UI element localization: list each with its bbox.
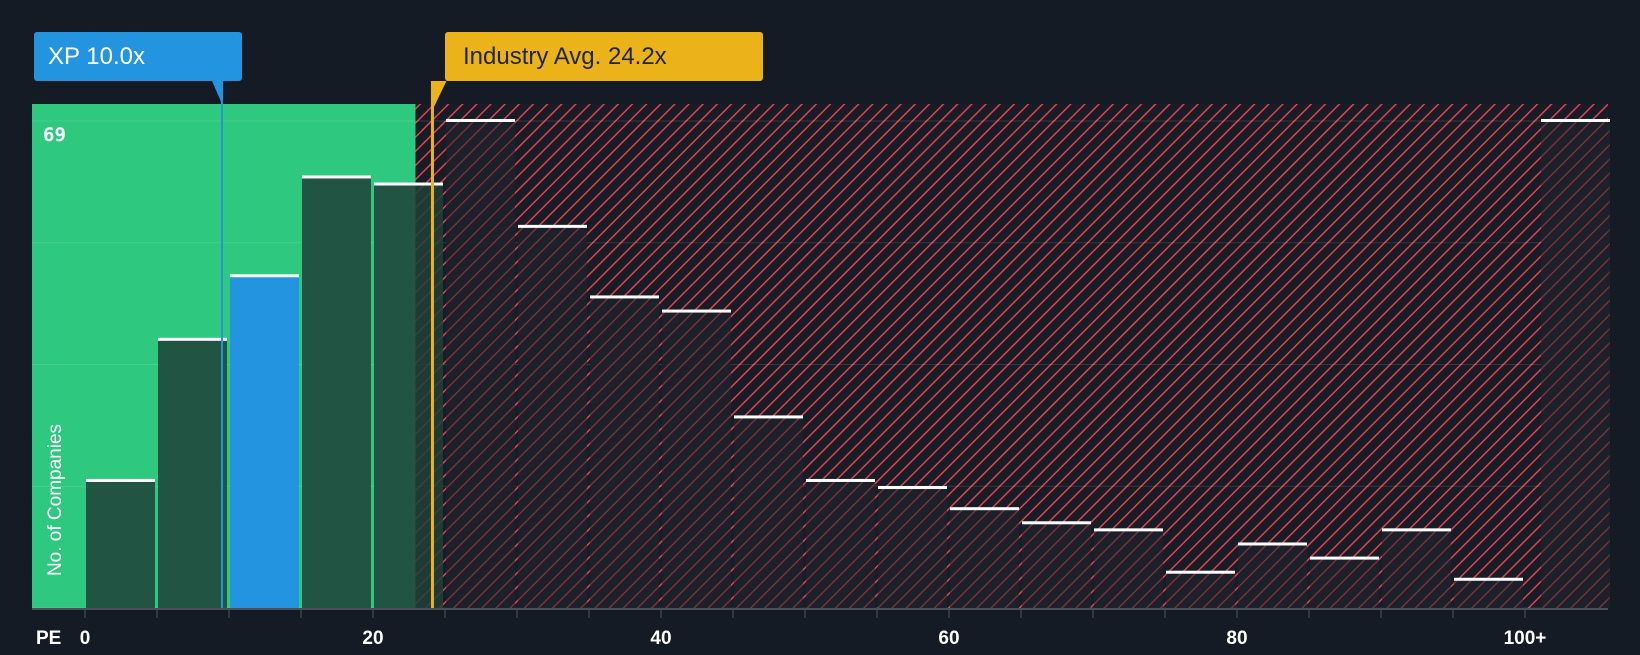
bar-top-marker: [1094, 528, 1163, 532]
histogram-bar: [518, 226, 587, 608]
bar-top-marker: [302, 175, 371, 179]
histogram-bar: [734, 417, 803, 608]
x-tick-label: 100+: [1503, 628, 1547, 649]
industry-avg-callout: Industry Avg. 24.2x: [445, 32, 763, 81]
x-tick-label: 80: [1226, 628, 1248, 649]
bar-top-marker: [1541, 119, 1610, 122]
histogram-bar: [1541, 121, 1610, 608]
histogram-bar: [158, 339, 227, 608]
histogram-bar: [1022, 523, 1091, 608]
histogram-bar: [950, 509, 1019, 608]
bar-top-marker: [806, 478, 875, 482]
bar-top-marker: [734, 415, 803, 419]
bar-top-marker: [1382, 528, 1451, 532]
histogram-bar: [230, 276, 299, 608]
x-axis-label: PE: [36, 628, 62, 649]
histogram-bar: [1310, 558, 1379, 608]
bar-top-marker: [1238, 542, 1307, 546]
histogram-bar: [662, 311, 731, 608]
y-axis-label: No. of Companies: [45, 423, 66, 577]
bar-top-marker: [1166, 570, 1235, 574]
histogram-bar: [1454, 579, 1523, 608]
histogram-bar: [1238, 544, 1307, 608]
histogram-bar: [878, 488, 947, 608]
bar-top-marker: [950, 507, 1019, 511]
bar-top-marker: [230, 274, 299, 278]
company-pe-callout: XP 10.0x: [34, 32, 242, 81]
histogram-bar: [86, 480, 155, 608]
x-tick-label: 0: [79, 628, 91, 649]
histogram-bar: [1166, 572, 1235, 608]
bar-top-marker: [518, 224, 587, 228]
histogram-bar: [590, 297, 659, 608]
histogram-bar: [1094, 530, 1163, 608]
bar-top-marker: [590, 295, 659, 299]
bar-top-marker: [1310, 556, 1379, 560]
bar-top-marker: [1022, 521, 1091, 525]
bar-top-marker: [662, 309, 731, 313]
x-tick-label: 40: [650, 628, 672, 649]
histogram-bar: [446, 121, 515, 608]
bar-top-marker: [1454, 577, 1523, 581]
x-tick-label: 60: [938, 628, 960, 649]
bar-top-marker: [374, 182, 443, 186]
bar-top-marker: [86, 478, 155, 482]
bar-top-marker: [878, 486, 947, 490]
histogram-bar: [1382, 530, 1451, 608]
x-tick-label: 20: [362, 628, 384, 649]
histogram-bar: [302, 177, 371, 608]
bar-top-marker: [446, 119, 515, 122]
y-axis-max-label: 69: [43, 124, 66, 146]
bar-top-marker: [158, 337, 227, 341]
histogram-bar: [806, 480, 875, 608]
